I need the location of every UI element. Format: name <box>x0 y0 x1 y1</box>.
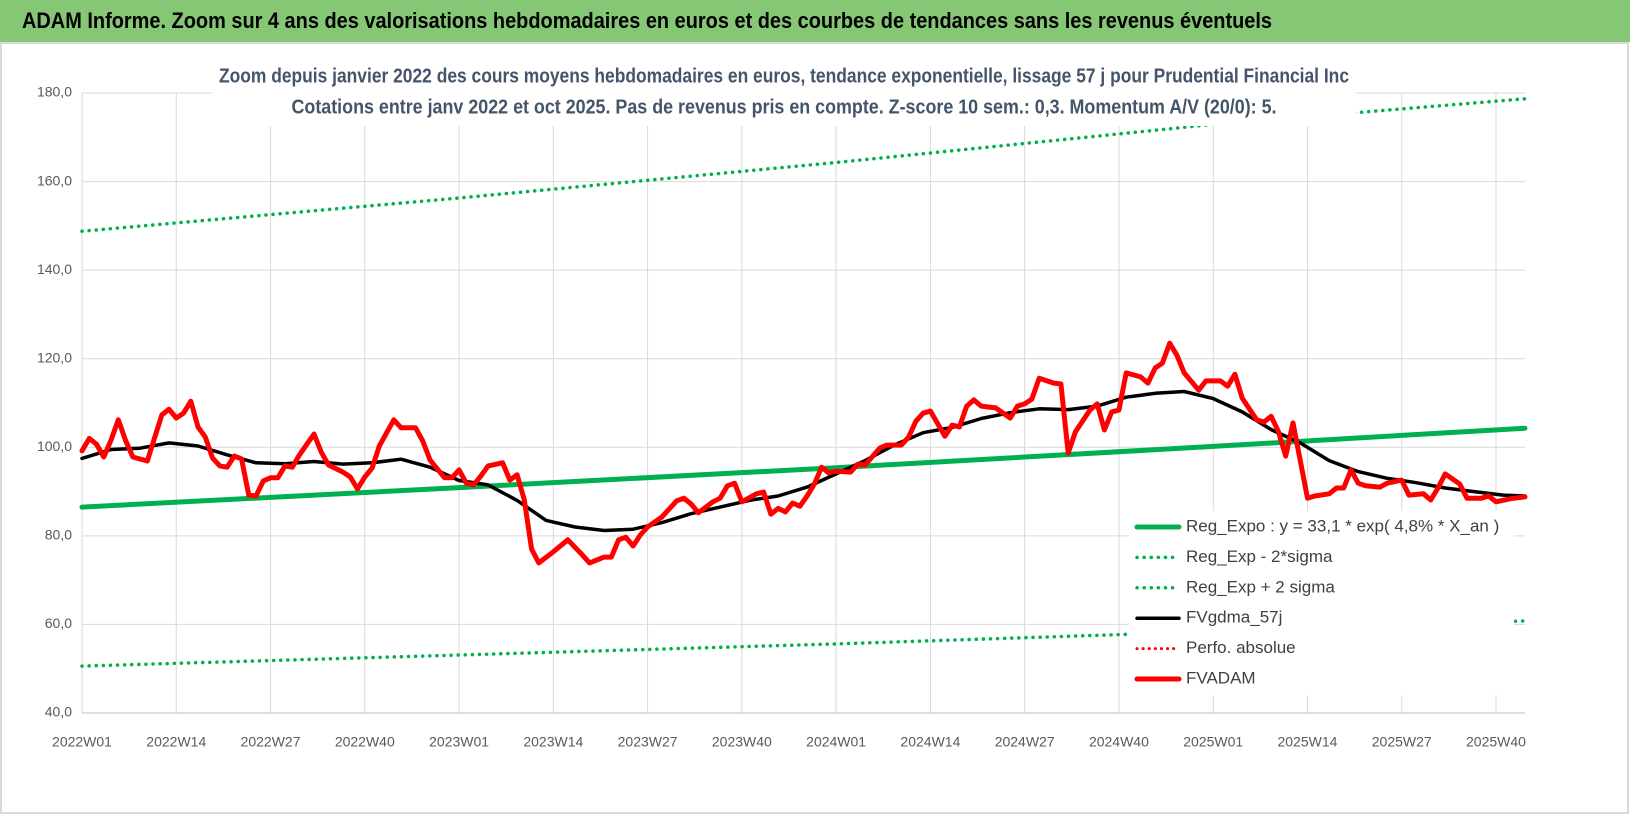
x-tick-label: 2025W27 <box>1372 734 1432 750</box>
y-tick-label: 80,0 <box>45 527 72 543</box>
x-tick-label: 2025W40 <box>1466 734 1526 750</box>
x-tick-label: 2024W27 <box>995 734 1055 750</box>
y-tick-label: 40,0 <box>45 704 72 720</box>
legend-label: Perfo. absolue <box>1186 638 1296 657</box>
chart-subtitle: Cotations entre janv 2022 et oct 2025. P… <box>292 96 1277 118</box>
x-tick-label: 2024W14 <box>900 734 960 750</box>
x-tick-label: 2022W01 <box>52 734 112 750</box>
x-tick-label: 2022W40 <box>335 734 395 750</box>
x-tick-label: 2023W01 <box>429 734 489 750</box>
x-tick-label: 2022W14 <box>146 734 206 750</box>
y-tick-label: 180,0 <box>37 84 72 100</box>
y-tick-label: 160,0 <box>37 172 72 188</box>
legend-box <box>1129 511 1514 696</box>
title-box <box>212 60 1356 126</box>
series-line <box>79 340 1528 566</box>
legend-label: Reg_Expo : y = 33,1 * exp( 4,8% * X_an ) <box>1186 516 1499 535</box>
x-tick-label: 2025W01 <box>1183 734 1243 750</box>
x-tick-label: 2024W40 <box>1089 734 1149 750</box>
x-tick-label: 2023W27 <box>618 734 678 750</box>
x-tick-label: 2022W27 <box>241 734 301 750</box>
header-title: ADAM Informe. Zoom sur 4 ans des valoris… <box>22 8 1272 33</box>
series-line <box>79 425 1528 510</box>
x-tick-label: 2025W14 <box>1277 734 1337 750</box>
y-tick-label: 60,0 <box>45 615 72 631</box>
legend-label: Reg_Exp + 2 sigma <box>1186 577 1335 596</box>
legend-label: Reg_Exp - 2*sigma <box>1186 547 1333 566</box>
y-tick-label: 120,0 <box>37 349 72 365</box>
legend-label: FVgdma_57j <box>1186 608 1282 627</box>
x-tick-label: 2023W14 <box>523 734 583 750</box>
legend-label: FVADAM <box>1186 668 1256 687</box>
chart-border <box>0 42 1629 814</box>
y-tick-label: 140,0 <box>37 261 72 277</box>
header-bar <box>0 0 1630 42</box>
x-tick-label: 2023W40 <box>712 734 772 750</box>
chart-title: Zoom depuis janvier 2022 des cours moyen… <box>219 65 1349 87</box>
x-tick-label: 2024W01 <box>806 734 866 750</box>
y-tick-label: 100,0 <box>37 438 72 454</box>
